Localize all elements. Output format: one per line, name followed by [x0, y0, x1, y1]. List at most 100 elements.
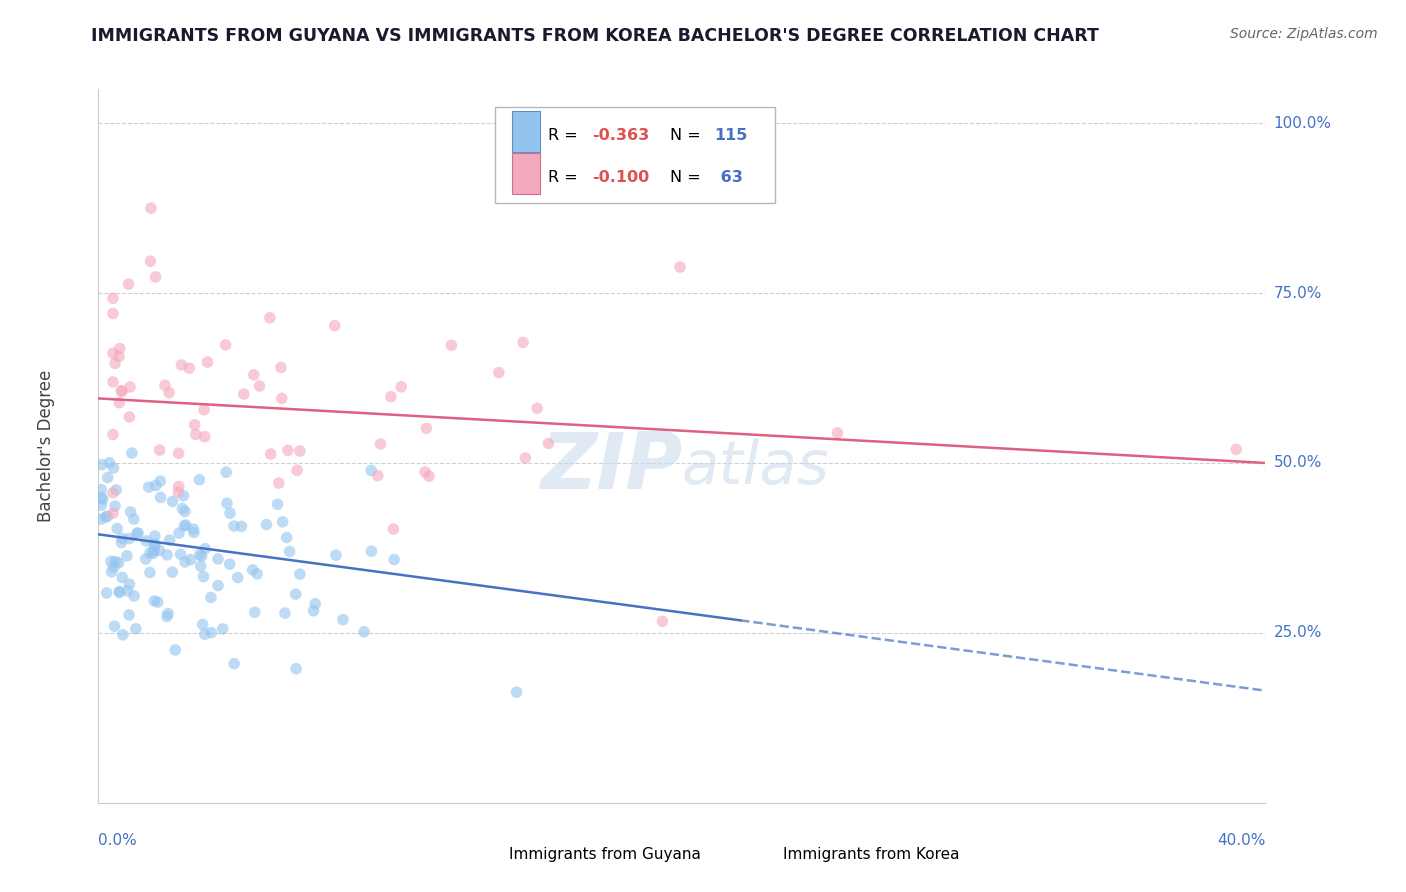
Point — [174, 504, 197, 518]
Text: N =: N = — [671, 170, 706, 185]
Point — [284, 587, 307, 601]
Point — [149, 443, 172, 458]
Point — [94, 510, 117, 524]
Point — [149, 491, 172, 505]
Point — [222, 519, 245, 533]
Point — [231, 519, 253, 533]
Point — [360, 544, 382, 558]
Point — [526, 401, 548, 416]
Point — [200, 591, 222, 605]
FancyBboxPatch shape — [512, 112, 540, 152]
Point — [91, 492, 114, 507]
Point — [167, 446, 190, 460]
Text: 100.0%: 100.0% — [1274, 116, 1331, 131]
Point — [127, 526, 149, 541]
Point — [277, 443, 299, 458]
Point — [101, 427, 124, 442]
Text: Bachelor's Degree: Bachelor's Degree — [37, 370, 55, 522]
Point — [256, 517, 278, 532]
Point — [167, 485, 190, 500]
Point — [260, 447, 283, 461]
Point — [101, 375, 124, 389]
Point — [111, 570, 134, 584]
Point — [103, 461, 125, 475]
Point — [389, 380, 412, 394]
Point — [183, 417, 205, 432]
Point — [149, 474, 172, 488]
Point — [135, 552, 157, 566]
Point — [118, 607, 141, 622]
Text: Source: ZipAtlas.com: Source: ZipAtlas.com — [1230, 27, 1378, 41]
Text: 75.0%: 75.0% — [1274, 285, 1322, 301]
Point — [110, 535, 132, 549]
Point — [100, 554, 122, 568]
Point — [184, 427, 207, 442]
Text: N =: N = — [671, 128, 706, 143]
Point — [118, 380, 141, 394]
Point — [367, 468, 389, 483]
Point — [101, 346, 124, 360]
Point — [122, 512, 145, 526]
Point — [169, 547, 191, 561]
Point — [207, 552, 229, 566]
Point — [100, 565, 122, 579]
Point — [98, 456, 121, 470]
Point — [304, 597, 326, 611]
Point — [232, 387, 254, 401]
Point — [179, 361, 201, 376]
Point — [193, 569, 215, 583]
FancyBboxPatch shape — [512, 153, 540, 194]
Point — [215, 496, 238, 510]
Text: R =: R = — [548, 128, 582, 143]
Text: IMMIGRANTS FROM GUYANA VS IMMIGRANTS FROM KOREA BACHELOR'S DEGREE CORRELATION CH: IMMIGRANTS FROM GUYANA VS IMMIGRANTS FRO… — [91, 27, 1099, 45]
Point — [104, 499, 127, 513]
Point — [101, 307, 124, 321]
Point — [651, 615, 673, 629]
Point — [153, 378, 176, 392]
Point — [162, 494, 184, 508]
Point — [270, 360, 292, 375]
Point — [103, 560, 125, 574]
Point — [162, 565, 184, 579]
Point — [332, 613, 354, 627]
Point — [145, 269, 167, 284]
Point — [139, 201, 162, 215]
Point — [90, 483, 112, 497]
Point — [167, 526, 190, 541]
Point — [370, 437, 392, 451]
Point — [353, 624, 375, 639]
Point — [382, 522, 405, 536]
Point — [271, 515, 294, 529]
Point — [243, 368, 266, 382]
Point — [418, 469, 440, 483]
Point — [197, 355, 219, 369]
Point — [108, 585, 131, 599]
Text: 115: 115 — [714, 128, 748, 143]
Point — [276, 531, 298, 545]
Point — [117, 583, 139, 598]
Point — [174, 518, 197, 533]
Point — [270, 392, 292, 406]
Point — [146, 595, 169, 609]
Point — [266, 497, 288, 511]
Point — [200, 625, 222, 640]
FancyBboxPatch shape — [495, 107, 775, 203]
Point — [488, 366, 510, 380]
Point — [194, 541, 217, 556]
Point — [505, 685, 527, 699]
Point — [173, 489, 195, 503]
Point — [139, 566, 162, 580]
Text: 0.0%: 0.0% — [98, 833, 138, 848]
Point — [193, 402, 215, 417]
Point — [165, 643, 187, 657]
Point — [219, 506, 242, 520]
Point — [101, 291, 124, 305]
Point — [143, 594, 166, 608]
Point — [91, 458, 114, 472]
Point — [117, 277, 139, 292]
Point — [226, 570, 249, 584]
Point — [194, 627, 217, 641]
Point — [96, 586, 118, 600]
Point — [108, 395, 131, 409]
Point — [246, 566, 269, 581]
